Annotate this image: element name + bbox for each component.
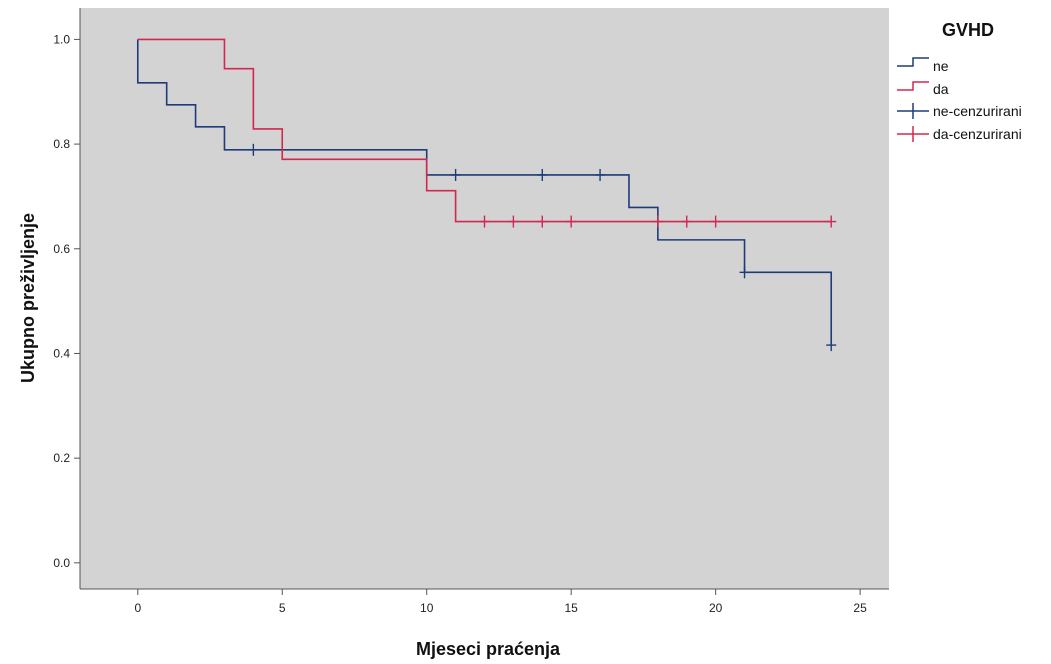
x-tick-label: 15 [564,601,578,615]
y-tick-label: 1.0 [53,32,70,46]
legend-label-da: da [933,81,949,97]
y-tick-label: 0.4 [53,346,70,360]
legend-entry-ne-cenzurirani: ne-cenzurirani [897,103,1022,119]
x-tick-label: 5 [279,601,286,615]
legend-title: GVHD [942,20,994,40]
legend: GVHD ne da ne-cenzurirani da-cenzurirani [897,20,1022,142]
legend-label-da-cenzurirani: da-cenzurirani [933,126,1022,142]
series-layer [136,38,837,352]
series-da [137,38,837,228]
legend-swatch-da [897,81,929,91]
x-tick-label: 25 [853,601,867,615]
x-tick-label: 0 [134,601,141,615]
x-axis-ticks: 0 5 10 15 20 25 [134,589,867,615]
x-tick-label: 20 [709,601,723,615]
x-axis-title: Mjeseci praćenja [416,639,561,659]
y-tick-label: 0.6 [53,242,70,256]
series-line-da [137,38,832,223]
y-tick-label: 0.8 [53,137,70,151]
x-tick-label: 10 [420,601,434,615]
legend-entry-da: da [897,81,949,97]
legend-label-ne-cenzurirani: ne-cenzurirani [933,103,1022,119]
plot-background [80,8,889,589]
legend-entry-ne: ne [897,57,949,74]
y-axis-title: Ukupno preživljenje [18,213,38,383]
y-axis-ticks: 0.0 0.2 0.4 0.6 0.8 1.0 [53,32,80,570]
legend-swatch-ne [897,57,929,67]
y-tick-label: 0.2 [53,451,70,465]
y-tick-label: 0.0 [53,556,70,570]
legend-entry-da-cenzurirani: da-cenzurirani [897,126,1022,142]
legend-label-ne: ne [933,58,949,74]
